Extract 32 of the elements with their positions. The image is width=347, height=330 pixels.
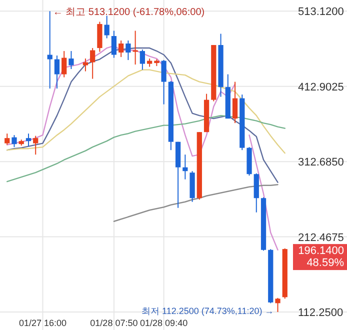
candlestick xyxy=(104,15,110,39)
y-tick-label: 412.9025 xyxy=(298,81,344,94)
line-series xyxy=(113,184,278,222)
candlestick xyxy=(118,40,124,58)
candlestick xyxy=(126,40,131,61)
y-tick-label: 312.6850 xyxy=(298,156,344,169)
x-tick-label: 01/28 07:50 xyxy=(90,318,138,328)
candlestick xyxy=(68,50,74,70)
candlestick xyxy=(82,58,88,72)
candlestick xyxy=(90,48,96,80)
x-tick-label: 01/27 16:00 xyxy=(18,318,67,328)
candlestick xyxy=(111,30,117,58)
annotation: 최저 112.2500 (74.73%,11:20) → xyxy=(142,306,274,316)
candlestick xyxy=(140,49,146,70)
text: 196.1400 48.59% xyxy=(298,245,344,270)
candlestick xyxy=(4,133,10,146)
candlestick xyxy=(12,134,17,148)
candlestick xyxy=(232,81,238,124)
candlestick xyxy=(33,135,38,156)
annotation: ← 최고 513.1200 (-61.78%,06:00) xyxy=(52,7,205,18)
candlestick xyxy=(47,10,52,90)
y-tick-label: 212.4675 xyxy=(298,232,344,244)
candlestick xyxy=(161,60,166,105)
x-tick-label: 01/28 09:40 xyxy=(140,318,188,328)
y-tick-label: 112.2500 xyxy=(298,307,344,319)
candlestick xyxy=(182,154,188,180)
candlestick xyxy=(62,50,67,78)
candlestick xyxy=(132,30,138,66)
y-tick-label: 513.1200 xyxy=(298,6,344,18)
candlestick xyxy=(275,297,280,312)
candlestick xyxy=(26,133,32,147)
candlestick xyxy=(54,55,60,90)
